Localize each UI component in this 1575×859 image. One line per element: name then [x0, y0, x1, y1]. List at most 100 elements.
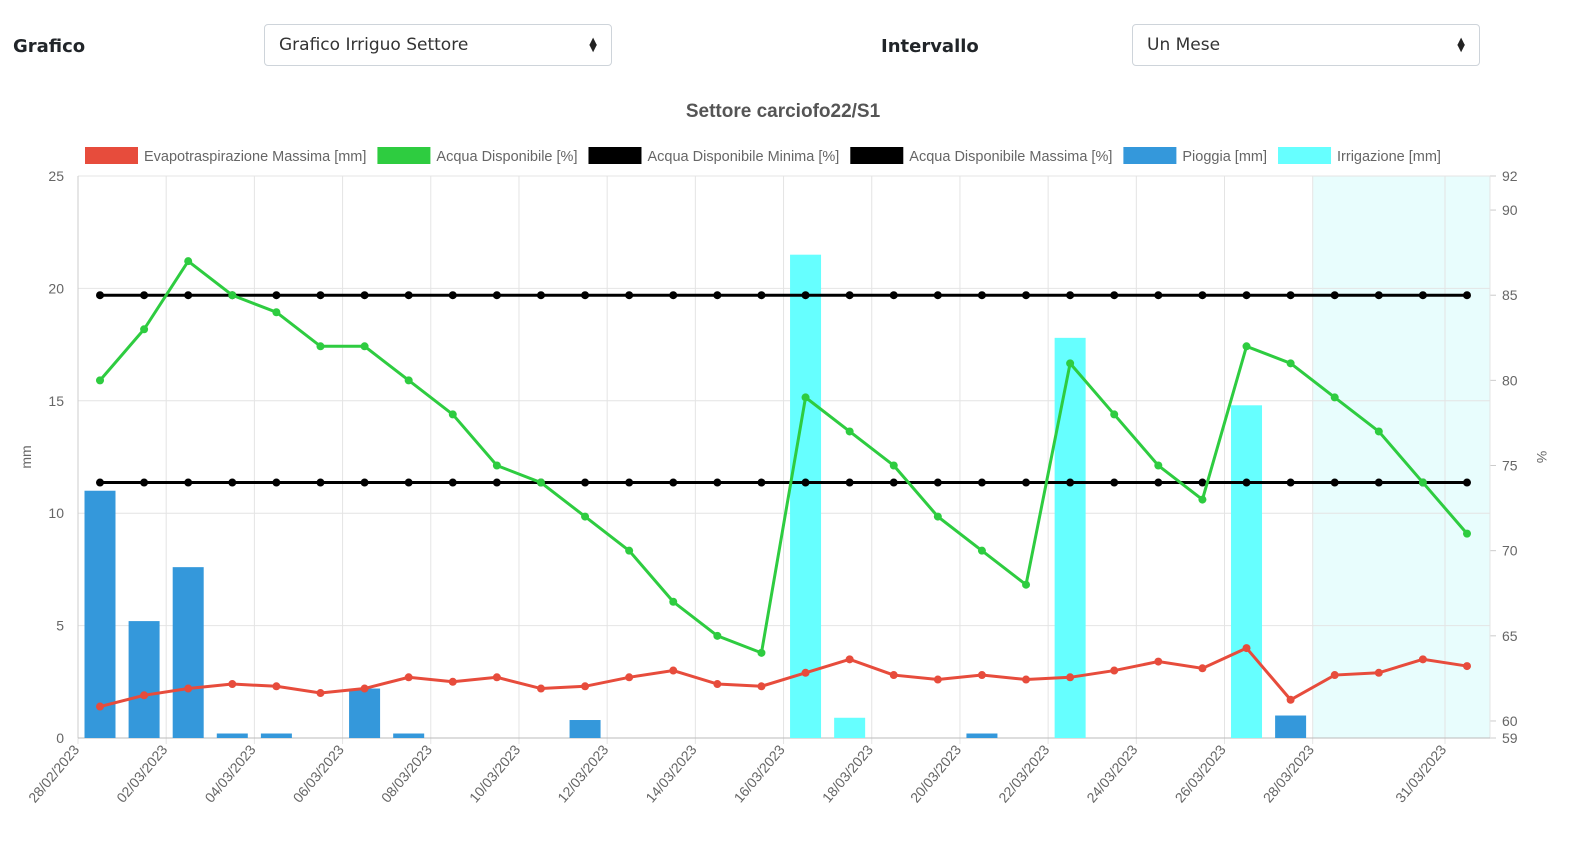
et-max-point — [184, 684, 193, 693]
et-max-point — [1110, 666, 1119, 675]
y-left-tick-label: 10 — [48, 505, 64, 521]
et-max-point — [1242, 644, 1251, 653]
y-left-tick-label: 5 — [56, 618, 64, 634]
rain-bar — [569, 720, 601, 738]
legend-swatch — [1123, 147, 1177, 164]
available-water-min-point — [757, 478, 766, 487]
y-right-tick-label: 90 — [1502, 202, 1518, 218]
rain-bar — [1275, 715, 1307, 738]
y-right-tick-label: 80 — [1502, 372, 1518, 388]
available-water-min-point — [228, 478, 237, 487]
et-max-point — [757, 682, 766, 691]
available-water-point — [845, 427, 854, 436]
x-tick-label: 14/03/2023 — [642, 741, 699, 805]
available-water-max-point — [536, 291, 545, 300]
rain-bar — [349, 688, 381, 738]
x-tick-label: 22/03/2023 — [995, 741, 1052, 805]
available-water-min-point — [492, 478, 501, 487]
y-right-axis-title: % — [1534, 451, 1550, 463]
available-water-max-point — [1154, 291, 1163, 300]
available-water-point — [581, 512, 590, 521]
available-water-max-point — [140, 291, 149, 300]
chart-type-select[interactable]: Grafico Irriguo Settore ▲ ▼ — [264, 24, 612, 66]
rain-bar — [128, 621, 160, 738]
available-water-min-point — [1110, 478, 1119, 487]
et-max-point — [140, 691, 149, 700]
et-max-point — [801, 668, 810, 677]
available-water-point — [933, 512, 942, 521]
available-water-max-point — [1463, 291, 1471, 300]
y-right-tick-label: 75 — [1502, 458, 1518, 474]
available-water-min-point — [360, 478, 369, 487]
available-water-point — [669, 597, 678, 606]
x-tick-label: 02/03/2023 — [113, 741, 170, 805]
available-water-max-point — [1242, 291, 1251, 300]
rain-bar — [393, 733, 425, 738]
available-water-point — [1242, 342, 1251, 351]
available-water-min-point — [845, 478, 854, 487]
et-max-point — [1330, 671, 1339, 680]
available-water-point — [1418, 478, 1427, 487]
y-left-tick-label: 0 — [56, 730, 64, 746]
y-right-tick-label: 59 — [1502, 730, 1518, 746]
available-water-max-point — [1374, 291, 1383, 300]
et-max-point — [933, 675, 942, 684]
et-max-point — [1463, 662, 1471, 671]
rain-bar — [216, 733, 248, 738]
available-water-min-point — [1066, 478, 1075, 487]
available-water-max-point — [757, 291, 766, 300]
available-water-point — [625, 546, 634, 555]
available-water-max-point — [1418, 291, 1427, 300]
x-tick-label: 08/03/2023 — [378, 741, 435, 805]
et-max-point — [845, 655, 854, 664]
et-max-line — [99, 646, 1468, 708]
available-water-max-point — [1330, 291, 1339, 300]
available-water-max-point — [1286, 291, 1295, 300]
available-water-min-point — [448, 478, 457, 487]
available-water-min-point — [801, 478, 810, 487]
available-water-max-point — [1110, 291, 1119, 300]
x-tick-label: 31/03/2023 — [1392, 741, 1449, 805]
et-max-point — [360, 684, 369, 693]
irrigation-bar — [1054, 337, 1086, 738]
available-water-point — [272, 308, 281, 317]
available-water-min-point — [1330, 478, 1339, 487]
rain-bar — [260, 733, 292, 738]
available-water-max-point — [272, 291, 281, 300]
legend-swatch — [377, 147, 431, 164]
available-water-point — [404, 376, 413, 385]
rain-bar — [172, 567, 204, 738]
available-water-max-point — [581, 291, 590, 300]
available-water-min-point — [1154, 478, 1163, 487]
available-water-min-point — [272, 478, 281, 487]
available-water-max-point — [1022, 291, 1031, 300]
available-water-min-point — [669, 478, 678, 487]
available-water-max-point — [625, 291, 634, 300]
irrigation-bar — [790, 254, 822, 738]
available-water-point — [360, 342, 369, 351]
available-water-point — [140, 325, 149, 334]
y-right-tick-label: 85 — [1502, 287, 1518, 303]
available-water-max-point — [360, 291, 369, 300]
legend-label: Acqua Disponibile Massima [%] — [909, 149, 1112, 165]
available-water-min-point — [889, 478, 898, 487]
et-max-point — [448, 677, 457, 686]
available-water-min-point — [625, 478, 634, 487]
available-water-min-point — [316, 478, 325, 487]
irrigation-bar — [1231, 405, 1263, 738]
available-water-min-point — [184, 478, 193, 487]
et-max-point — [713, 680, 722, 689]
available-water-point — [1330, 393, 1339, 402]
range-select[interactable]: Un Mese ▲ ▼ — [1132, 24, 1480, 66]
et-max-point — [625, 673, 634, 682]
x-tick-label: 16/03/2023 — [731, 741, 788, 805]
available-water-max-point — [184, 291, 193, 300]
y-left-tick-label: 25 — [48, 168, 64, 184]
available-water-point — [1154, 461, 1163, 470]
et-max-point — [1022, 675, 1031, 684]
x-tick-label: 26/03/2023 — [1172, 741, 1229, 805]
y-right-tick-label: 60 — [1502, 713, 1518, 729]
available-water-point — [316, 342, 325, 351]
available-water-point — [228, 291, 237, 300]
available-water-min-point — [581, 478, 590, 487]
